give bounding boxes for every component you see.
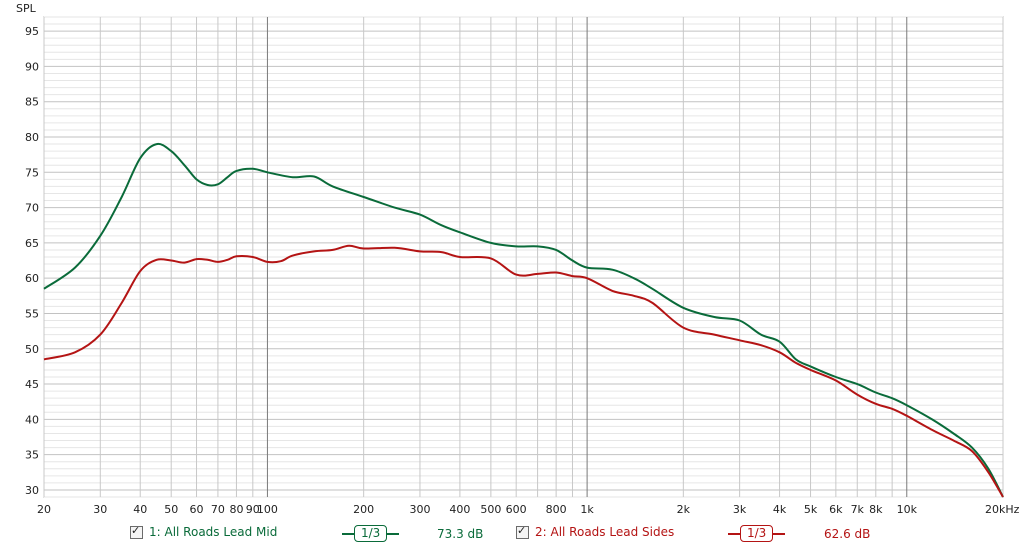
x-tick-label: 2k — [677, 503, 691, 516]
x-tick-label: 600 — [506, 503, 527, 516]
x-tick-label: 8k — [869, 503, 883, 516]
y-tick-label: 50 — [25, 343, 39, 356]
legend-item-series2[interactable]: 2: All Roads Lead Sides — [516, 524, 675, 539]
x-tick-label: 30 — [93, 503, 107, 516]
x-tick-label: 800 — [546, 503, 567, 516]
series1-value: 73.3 dB — [437, 527, 484, 541]
x-tick-label: 7k — [851, 503, 865, 516]
series-layer — [43, 142, 1004, 498]
y-tick-label: 55 — [25, 307, 39, 320]
x-tick-label: 300 — [409, 503, 430, 516]
series-line-2 — [43, 244, 1004, 498]
y-tick-label: 80 — [25, 131, 39, 144]
y-axis-label: SPL — [16, 2, 37, 15]
y-tick-label: 90 — [25, 60, 39, 73]
series2-smoothing-control[interactable]: 1/3 — [728, 525, 786, 542]
series2-smoothing-label[interactable]: 1/3 — [740, 525, 774, 542]
x-tick-label: 400 — [449, 503, 470, 516]
y-tick-label: 45 — [25, 378, 39, 391]
x-tick-label: 60 — [190, 503, 204, 516]
y-tick-label: 30 — [25, 484, 39, 497]
y-tick-label: 40 — [25, 413, 39, 426]
x-tick-label: 50 — [164, 503, 178, 516]
y-tick-label: 75 — [25, 166, 39, 179]
series1-line-right — [387, 532, 400, 535]
x-tick-label: 10k — [897, 503, 918, 516]
grid-lines — [43, 16, 1004, 498]
y-tick-label: 35 — [25, 449, 39, 462]
series1-smoothing-control[interactable]: 1/3 — [342, 525, 400, 542]
series2-checkbox[interactable] — [516, 524, 529, 539]
x-tick-label: 40 — [133, 503, 147, 516]
series1-line-left — [342, 532, 354, 535]
x-tick-label: 100 — [257, 503, 278, 516]
y-tick-label: 65 — [25, 237, 39, 250]
x-tick-label: 6k — [829, 503, 843, 516]
chart-canvas[interactable]: 30 35 40 45 50 55 60 65 70 75 80 85 90 95 20 30 40 50 60 7… — [0, 0, 1024, 522]
x-tick-label: 200 — [353, 503, 374, 516]
x-tick-label: 20kHz — [985, 503, 1020, 516]
legend-item-series1[interactable]: 1: All Roads Lead Mid — [130, 524, 278, 539]
x-tick-label: 5k — [804, 503, 818, 516]
series-line-1 — [43, 142, 1004, 498]
y-tick-label: 95 — [25, 25, 39, 38]
x-tick-label: 3k — [733, 503, 747, 516]
series1-label: 1: All Roads Lead Mid — [149, 525, 278, 539]
y-tick-label: 85 — [25, 96, 39, 109]
x-tick-label: 90 — [246, 503, 260, 516]
series1-smoothing-label[interactable]: 1/3 — [354, 525, 388, 542]
series2-line-left — [728, 532, 740, 535]
x-tick-label: 80 — [229, 503, 243, 516]
series2-line-right — [773, 532, 786, 535]
series2-value: 62.6 dB — [824, 527, 871, 541]
y-tick-label: 60 — [25, 272, 39, 285]
series2-label: 2: All Roads Lead Sides — [535, 525, 675, 539]
y-tick-label: 70 — [25, 202, 39, 215]
series1-checkbox[interactable] — [130, 524, 143, 539]
x-tick-label: 1k — [580, 503, 594, 516]
x-tick-label: 20 — [37, 503, 51, 516]
x-tick-label: 70 — [211, 503, 225, 516]
y-tick-labels: 30 35 40 45 50 55 60 65 70 75 80 85 90 95 — [25, 25, 39, 497]
x-tick-label: 500 — [480, 503, 501, 516]
x-tick-label: 4k — [773, 503, 787, 516]
legend-bar: 1: All Roads Lead Mid 1/3 73.3 dB 2: All… — [0, 522, 1024, 546]
